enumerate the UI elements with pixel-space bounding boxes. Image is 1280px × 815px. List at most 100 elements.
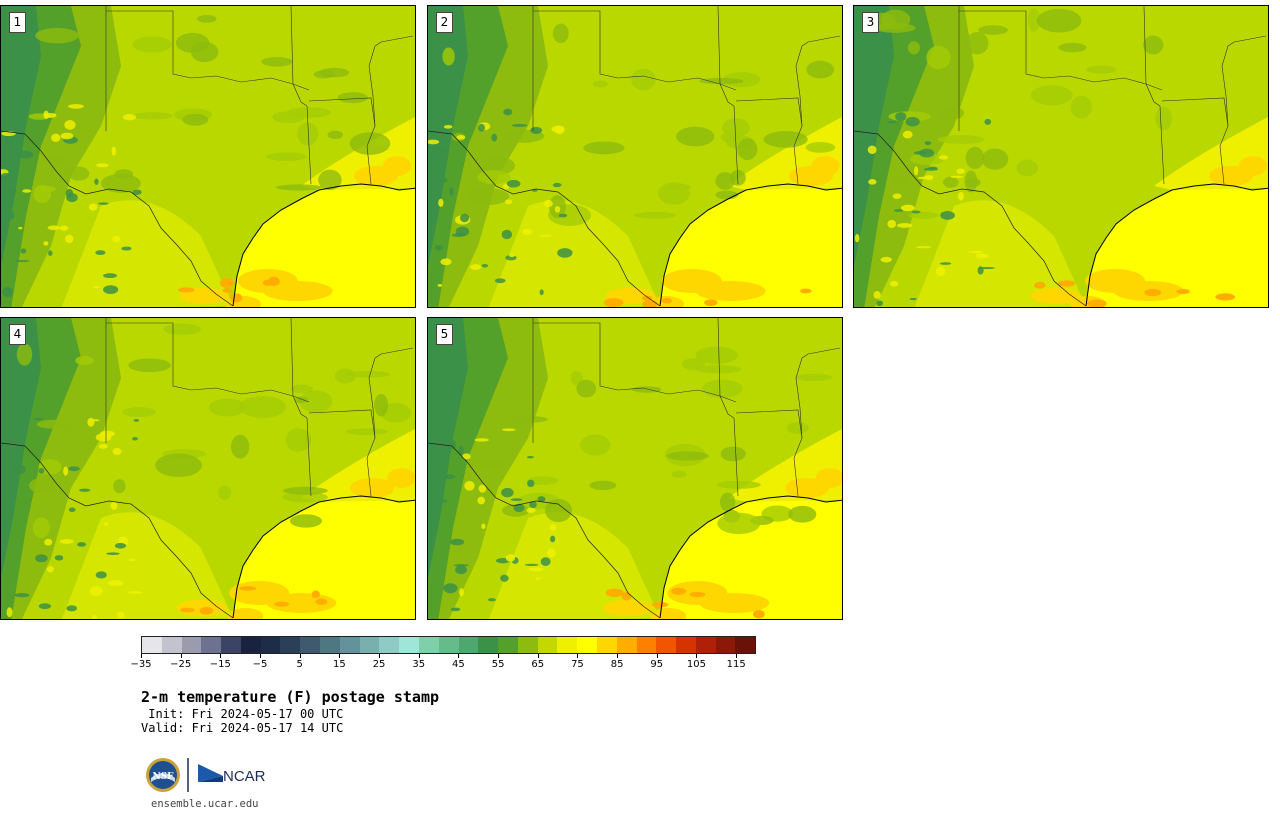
state-border	[1219, 45, 1229, 185]
colorbar-tick-label: 25	[372, 659, 386, 670]
temperature-blob	[345, 428, 389, 435]
state-border	[308, 409, 376, 439]
colorbar-tick-label: 35	[412, 659, 426, 670]
terrain-speckle	[46, 566, 54, 573]
colorbar-tick	[498, 654, 500, 658]
sponsor-logos: NSF NCAR	[146, 758, 266, 792]
terrain-speckle	[44, 538, 53, 546]
terrain-speckle	[914, 166, 919, 176]
terrain-speckle	[868, 179, 877, 185]
colorbar-tick	[656, 654, 658, 658]
terrain-speckle	[54, 555, 64, 561]
terrain-speckle	[43, 110, 49, 119]
terrain-speckle	[87, 417, 95, 427]
terrain-speckle	[487, 598, 496, 602]
hot-spot	[752, 610, 765, 619]
map-3	[854, 6, 1268, 307]
terrain-speckle	[539, 234, 553, 237]
temperature-blob	[380, 402, 412, 423]
terrain-speckle	[940, 210, 955, 220]
terrain-speckle	[456, 135, 466, 140]
temperature-blob	[75, 355, 94, 366]
colorbar-tick-label: 55	[491, 659, 505, 670]
terrain-speckle	[48, 250, 53, 256]
hot-spot	[179, 607, 195, 613]
colorbar-segment	[260, 637, 281, 653]
temperature-blob	[39, 185, 56, 193]
colorbar-segment	[458, 637, 479, 653]
high-terrain-region	[428, 318, 468, 578]
nsf-logo-text: NSF	[152, 772, 174, 782]
temperature-blob	[282, 492, 328, 503]
terrain-speckle	[558, 213, 568, 218]
terrain-speckle	[505, 554, 516, 562]
terrain-speckle	[527, 479, 535, 488]
terrain-speckle	[14, 593, 30, 598]
terrain-speckle	[458, 445, 464, 455]
colorbar-segment	[240, 637, 261, 653]
southwest-region	[61, 200, 233, 307]
terrain-speckle	[96, 163, 109, 168]
terrain-speckle	[889, 280, 899, 287]
terrain-speckle	[491, 133, 498, 142]
temperature-blob	[1027, 8, 1041, 32]
hot-spot	[651, 601, 669, 608]
terrain-speckle	[911, 210, 921, 214]
terrain-speckle	[51, 133, 61, 142]
hot-spot	[603, 298, 624, 307]
terrain-speckle	[549, 524, 557, 531]
terrain-speckle	[478, 484, 487, 493]
colorbar-tick	[339, 654, 341, 658]
temperature-blob	[297, 122, 319, 146]
terrain-speckle	[442, 178, 448, 183]
terrain-speckle	[854, 234, 860, 243]
colorbar-segment	[379, 637, 400, 653]
terrain-speckle	[867, 145, 877, 155]
terrain-speckle	[432, 146, 448, 153]
terrain-speckle	[956, 168, 965, 174]
temperature-blob	[907, 41, 920, 55]
colorbar-segment	[616, 637, 637, 653]
terrain-speckle	[474, 438, 489, 442]
hot-spot	[1144, 288, 1162, 297]
terrain-speckle	[529, 501, 537, 509]
state-border	[719, 83, 739, 185]
colorbar-segment	[142, 637, 162, 653]
hot-spot	[605, 588, 624, 598]
temperature-blob	[261, 57, 293, 67]
terrain-speckle	[428, 139, 440, 145]
terrain-speckle	[98, 443, 108, 449]
colorbar-tick	[418, 654, 420, 658]
terrain-speckle	[450, 607, 461, 612]
map-panel-4: 4	[0, 317, 416, 620]
terrain-speckle	[923, 167, 939, 171]
temperature-blob	[442, 47, 455, 66]
terrain-speckle	[895, 112, 907, 122]
state-border	[292, 395, 312, 497]
high-terrain-region	[1, 318, 41, 578]
terrain-speckle	[47, 225, 60, 231]
terrain-speckle	[950, 175, 964, 178]
terrain-speckle	[1, 172, 14, 181]
state-border	[106, 322, 310, 403]
temperature-blob	[327, 130, 344, 140]
terrain-speckle	[8, 210, 15, 220]
state-border	[366, 357, 376, 497]
terrain-speckle	[79, 488, 91, 492]
temperature-blob	[1016, 159, 1038, 177]
hot-spot	[662, 297, 672, 304]
terrain-speckle	[103, 285, 119, 295]
warm-spot	[811, 156, 840, 176]
init-time: Init: Fri 2024-05-17 00 UTC	[141, 707, 344, 721]
temperature-blob	[42, 155, 66, 165]
terrain-speckle	[133, 418, 140, 422]
temperature-blob	[318, 169, 342, 191]
terrain-speckle	[38, 468, 45, 474]
coastline	[659, 183, 842, 307]
temperature-blob	[231, 434, 250, 459]
terrain-speckle	[132, 437, 138, 441]
terrain-speckle	[511, 123, 528, 127]
hot-spot	[1087, 299, 1107, 307]
colorbar-tick	[141, 654, 142, 658]
temperature-blob	[545, 498, 572, 523]
